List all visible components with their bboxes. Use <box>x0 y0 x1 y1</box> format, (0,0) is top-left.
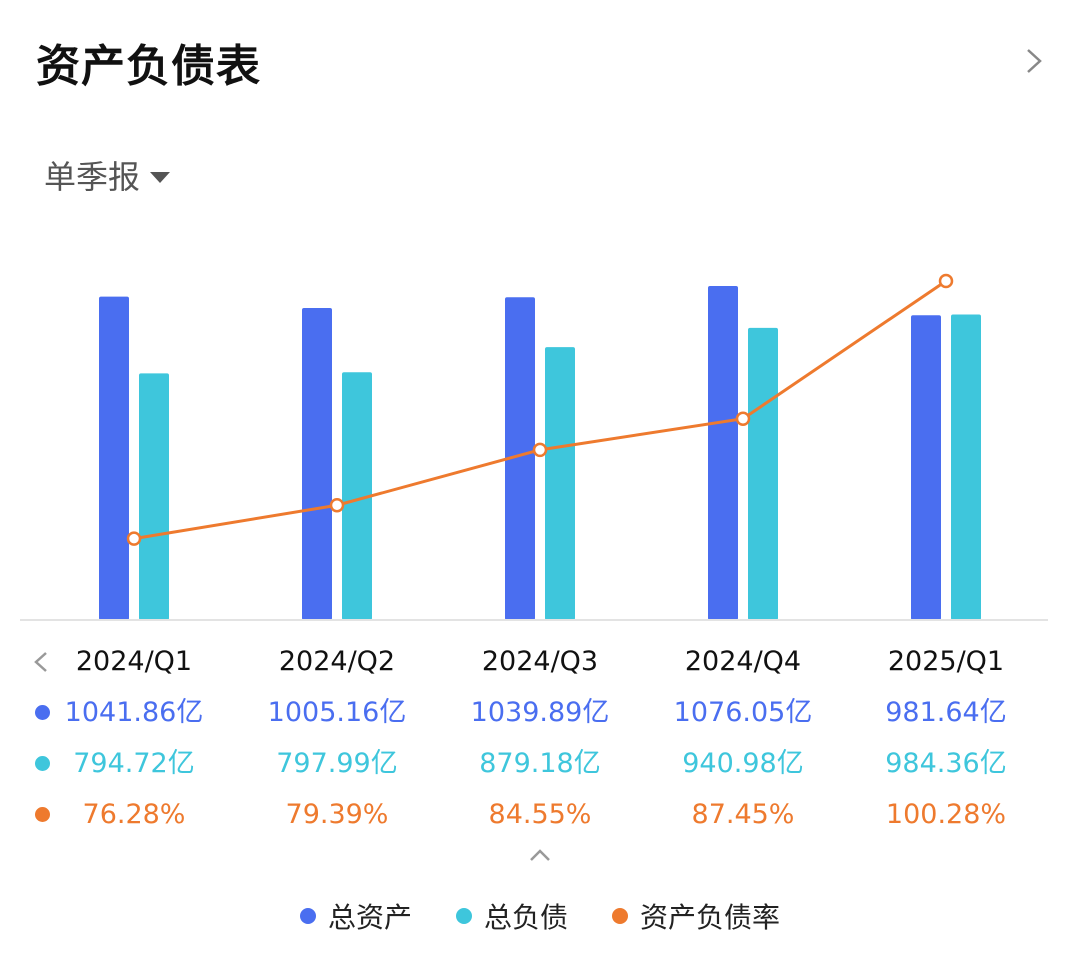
data-label: 87.45% <box>691 799 795 830</box>
bar-total-assets <box>911 315 941 620</box>
legend-dot <box>612 908 628 924</box>
legend-label: 资产负债率 <box>640 901 781 934</box>
data-label: 1039.89亿 <box>470 697 610 728</box>
data-label: 984.36亿 <box>885 748 1007 779</box>
caret-down-icon <box>150 171 171 183</box>
debt-ratio-point <box>532 442 548 458</box>
chevron-right-icon[interactable] <box>1018 46 1048 76</box>
tick-label: 2025/Q1 <box>887 646 1005 677</box>
legend-item-debt-ratio[interactable]: 资产负债率 <box>612 896 780 936</box>
data-label: 100.28% <box>885 799 1007 830</box>
data-label: 76.28% <box>82 799 186 830</box>
category-row: 2024/Q1 2024/Q2 2024/Q3 2024/Q4 2025/Q1 <box>0 640 1080 684</box>
debt-ratio-line <box>133 279 947 541</box>
tick-label: 2024/Q4 <box>684 646 802 677</box>
bar-total-liabilities <box>748 327 778 620</box>
legend-dot <box>455 908 472 924</box>
legend: 总资产 总负债 资产负债率 <box>0 896 1080 936</box>
bar-total-assets <box>99 296 129 620</box>
chevron-up-icon[interactable] <box>528 845 552 865</box>
chart <box>20 273 1048 621</box>
legend-item-total-liabilities[interactable]: 总负债 <box>455 896 568 936</box>
bar-total-liabilities <box>139 373 169 620</box>
data-label: 84.55% <box>488 799 592 830</box>
data-label: 879.18亿 <box>479 748 601 779</box>
data-label: 940.98亿 <box>682 748 804 779</box>
legend-dot <box>299 908 316 924</box>
bar-total-liabilities <box>342 372 372 620</box>
period-selector-label: 单季报 <box>44 158 141 196</box>
bar-total-liabilities <box>545 347 575 620</box>
debt-ratio-point <box>938 273 954 289</box>
total-liabilities-row: 794.72亿 797.99亿 879.18亿 940.98亿 984.36亿 <box>0 742 1080 786</box>
total-liabilities-dot <box>35 756 50 771</box>
data-label: 79.39% <box>285 799 389 830</box>
data-label: 794.72亿 <box>73 748 195 779</box>
legend-label: 总负债 <box>483 901 568 934</box>
debt-ratio-point <box>126 531 142 546</box>
total-assets-dot <box>35 705 50 720</box>
bar-total-assets <box>505 297 535 620</box>
data-label: 981.64亿 <box>885 697 1007 728</box>
tick-label: 2024/Q3 <box>481 646 599 677</box>
debt-ratio-row: 76.28% 79.39% 84.55% 87.45% 100.28% <box>0 793 1080 837</box>
debt-ratio-dot <box>35 807 50 822</box>
debt-ratio-point <box>735 411 751 426</box>
data-label: 1005.16亿 <box>267 697 407 728</box>
legend-item-total-assets[interactable]: 总资产 <box>299 896 412 936</box>
bar-total-liabilities <box>951 314 981 620</box>
page-title: 资产负债表 <box>36 41 261 92</box>
debt-ratio-point <box>329 498 345 513</box>
data-label: 1041.86亿 <box>64 697 204 728</box>
tick-label: 2024/Q2 <box>278 646 396 677</box>
data-label: 797.99亿 <box>276 748 398 779</box>
bar-total-assets <box>302 308 332 620</box>
period-selector[interactable]: 单季报 <box>44 152 171 198</box>
chevron-left-icon[interactable] <box>30 650 52 674</box>
legend-label: 总资产 <box>327 901 412 934</box>
bar-total-assets <box>708 286 738 620</box>
tick-label: 2024/Q1 <box>75 646 193 677</box>
data-label: 1076.05亿 <box>673 697 813 728</box>
total-assets-row: 1041.86亿 1005.16亿 1039.89亿 1076.05亿 981.… <box>0 691 1080 735</box>
